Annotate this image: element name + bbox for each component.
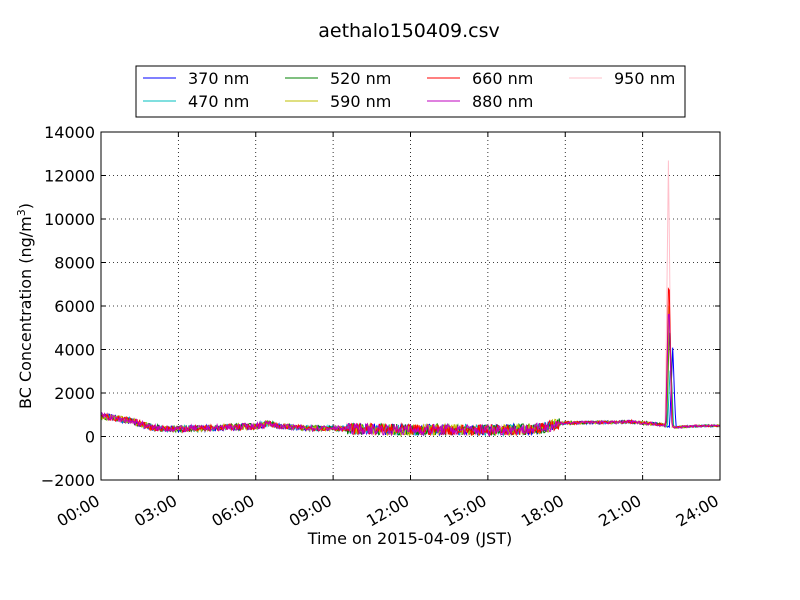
y-tick-label: 14000 — [44, 123, 95, 142]
y-axis-label: BC Concentration (ng/m3) — [15, 203, 35, 409]
y-tick-label: 2000 — [54, 384, 95, 403]
chart-title: aethalo150409.csv — [318, 20, 500, 42]
x-tick-label: 00:00 — [54, 491, 103, 531]
x-tick-labels: 00:00 03:00 06:00 09:00 12:00 15:00 18:00 21:00… — [54, 491, 722, 531]
y-axis-label-main: BC Concentration (ng/m — [16, 216, 35, 409]
x-axis-label: Time on 2015-04-09 (JST) — [307, 529, 512, 548]
legend-box — [135, 65, 686, 118]
x-tick-label: 09:00 — [286, 491, 335, 531]
legend-label: 590 nm — [330, 92, 391, 111]
y-tick-label: 6000 — [54, 297, 95, 316]
x-tick-label: 06:00 — [208, 491, 257, 531]
y-axis-label-close: ) — [16, 203, 35, 209]
x-tick-label: 12:00 — [363, 491, 412, 531]
series-line-950-nm — [100, 160, 721, 437]
axis-ticks — [100, 131, 721, 481]
legend: 370 nm 470 nm 520 nm 590 nm 660 nm 880 nm 950 … — [135, 65, 686, 118]
legend-label: 950 nm — [614, 69, 675, 88]
y-tick-label: 4000 — [54, 341, 95, 360]
x-tick-label: 21:00 — [595, 491, 644, 531]
y-tick-label: −2000 — [41, 471, 95, 490]
x-tick-label: 18:00 — [518, 491, 567, 531]
x-tick-label: 15:00 — [440, 491, 489, 531]
x-tick-label: 24:00 — [673, 491, 722, 531]
series-line-660-nm — [100, 287, 721, 437]
legend-label: 470 nm — [188, 92, 249, 111]
y-tick-labels: −2000 0 2000 4000 6000 8000 10000 12000 14000 — [41, 123, 95, 490]
x-tick-label: 03:00 — [131, 491, 180, 531]
legend-label: 520 nm — [330, 69, 391, 88]
legend-label: 370 nm — [188, 69, 249, 88]
legend-items: 370 nm 470 nm 520 nm 590 nm 660 nm 880 nm 950 … — [143, 69, 675, 111]
series-lines — [100, 160, 721, 438]
y-tick-label: 12000 — [44, 167, 95, 186]
y-tick-label: 10000 — [44, 210, 95, 229]
y-tick-label: 0 — [85, 428, 95, 447]
y-tick-label: 8000 — [54, 254, 95, 273]
legend-label: 880 nm — [472, 92, 533, 111]
legend-label: 660 nm — [472, 69, 533, 88]
y-axis-label-superscript: 3 — [15, 209, 28, 216]
series-line-880-nm — [101, 313, 721, 437]
